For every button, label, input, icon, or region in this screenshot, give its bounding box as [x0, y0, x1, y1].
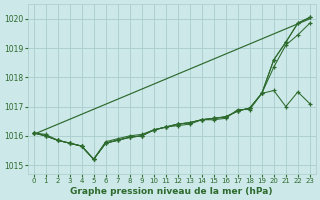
X-axis label: Graphe pression niveau de la mer (hPa): Graphe pression niveau de la mer (hPa) [70, 187, 273, 196]
